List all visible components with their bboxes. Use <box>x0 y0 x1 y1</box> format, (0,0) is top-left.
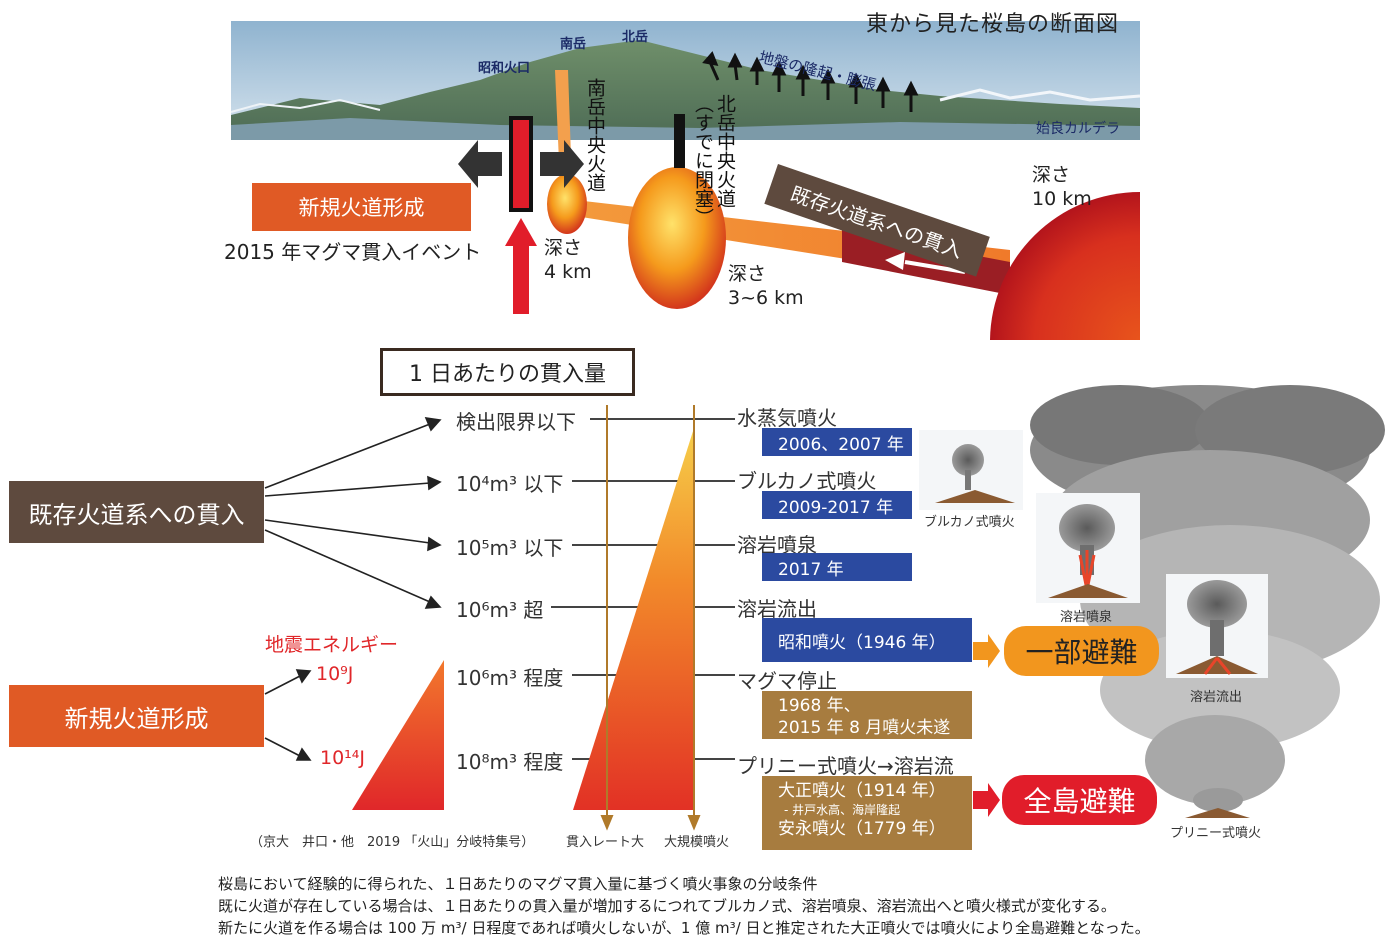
year-box: 2009-2017 年 <box>762 491 912 519</box>
cross-section-title: 東から見た桜島の断面図 <box>866 12 1120 37</box>
level-label: 10⁶m³ 程度 <box>456 666 564 690</box>
event-label: 水蒸気噴火 <box>737 406 837 430</box>
intrusion-arrowhead <box>885 252 905 270</box>
vulcanian-panel <box>919 430 1023 510</box>
new-conduit-box: 新規火道形成 <box>9 685 264 747</box>
aira-caldera-label: 始良カルデラ <box>1036 121 1120 137</box>
existing-conduit-box: 既存火道系への貫入 <box>9 481 264 543</box>
minami-conduit-label: 南岳中央火道 <box>584 78 606 192</box>
kita-conduit-bar <box>674 114 685 168</box>
event-label: ブルカノ式噴火 <box>737 469 877 493</box>
level-label: 10⁶m³ 超 <box>456 598 544 622</box>
caption-line: 新たに火道を作る場合は 100 万 m³/ 日程度であれば噴火しないが、1 億 … <box>218 919 1150 937</box>
event-label: マグマ停止 <box>737 669 837 693</box>
lava-flow-panel <box>1166 574 1268 678</box>
citation: （京大 井口・他 2019 「火山」分岐特集号） <box>250 835 535 850</box>
fountain-label: 溶岩噴泉 <box>1060 610 1113 625</box>
level-label: 検出限界以下 <box>456 410 576 434</box>
full-evacuation-badge: 全島避難 <box>1002 775 1157 825</box>
energy-high-label: 10¹⁴J <box>320 747 366 769</box>
kita-conduit-label: 北岳中央火道（すでに閉塞） <box>692 94 736 227</box>
shallow-chamber <box>547 174 587 234</box>
event-label: プリニー式噴火→溶岩流 <box>737 754 954 778</box>
depth-4km-label: 深さ 4 km <box>544 237 592 283</box>
level-label: 10⁸m³ 程度 <box>456 750 564 774</box>
lava-flow-label: 溶岩流出 <box>1190 690 1243 705</box>
intrusion-rate-triangle <box>573 428 694 810</box>
intrusion-band <box>842 230 1010 295</box>
partial-evacuation-badge: 一部避難 <box>1004 626 1159 676</box>
seismic-energy-triangle <box>352 660 444 810</box>
year-box: 昭和噴火（1946 年） <box>762 618 972 662</box>
depth-10km-label: 深さ 10 km <box>1032 164 1092 210</box>
axis-high-label: 大規模噴火 <box>664 835 730 850</box>
uplift-arrows <box>702 51 919 112</box>
intrusion-header: 1 日あたりの貫入量 <box>380 348 635 396</box>
level-label: 10⁴m³ 以下 <box>456 472 564 496</box>
new-conduit-dike <box>509 116 533 212</box>
partial-evac-arrow <box>973 634 1000 668</box>
event-2015-label: 2015 年マグマ貫入イベント <box>224 240 482 264</box>
magma-rise-arrow <box>505 218 537 314</box>
caption-line: 既に火道が存在している場合は、１日あたりの貫入量が増加するにつれてブルカノ式、溶… <box>218 897 1116 915</box>
mid-chamber <box>628 167 726 309</box>
fountain-panel <box>1036 493 1140 603</box>
deep-chamber <box>990 192 1140 340</box>
plinian-years: 大正噴火（1914 年） - 井戸水高、海岸隆起 安永噴火（1779 年） <box>762 776 972 850</box>
intrusion-arrow-white <box>904 260 966 274</box>
axis-low-label: 貫入レート大 <box>566 835 645 850</box>
peak-minami-label: 南岳 <box>560 37 587 52</box>
level-label: 10⁵m³ 以下 <box>456 536 564 560</box>
seismic-energy-label: 地震エネルギー <box>265 634 399 656</box>
energy-low-label: 10⁹J <box>316 663 354 685</box>
vulcanian-label: ブルカノ式噴火 <box>924 515 1015 530</box>
plinian-label: プリニー式噴火 <box>1170 826 1262 841</box>
dike-expansion-arrows <box>458 140 584 188</box>
new-conduit-box-top: 新規火道形成 <box>252 183 471 231</box>
branch-arrows <box>264 417 442 761</box>
full-evac-arrow <box>973 783 1000 817</box>
year-box: 2017 年 <box>762 553 912 581</box>
year-box: 2006、2007 年 <box>762 428 912 456</box>
event-label: 溶岩流出 <box>737 597 817 621</box>
peak-kita-label: 北岳 <box>622 30 649 45</box>
caption-line: 桜島において経験的に得られた、１日あたりのマグマ貫入量に基づく噴火事象の分岐条件 <box>218 875 818 893</box>
depth-3-6km-label: 深さ 3~6 km <box>728 263 804 309</box>
showa-crater-label: 昭和火口 <box>478 61 531 76</box>
magma-stop-years: 1968 年、 2015 年 8 月噴火未遂 <box>762 691 972 739</box>
rate-axis-arrows <box>600 405 701 831</box>
landscape-image <box>230 21 1141 140</box>
